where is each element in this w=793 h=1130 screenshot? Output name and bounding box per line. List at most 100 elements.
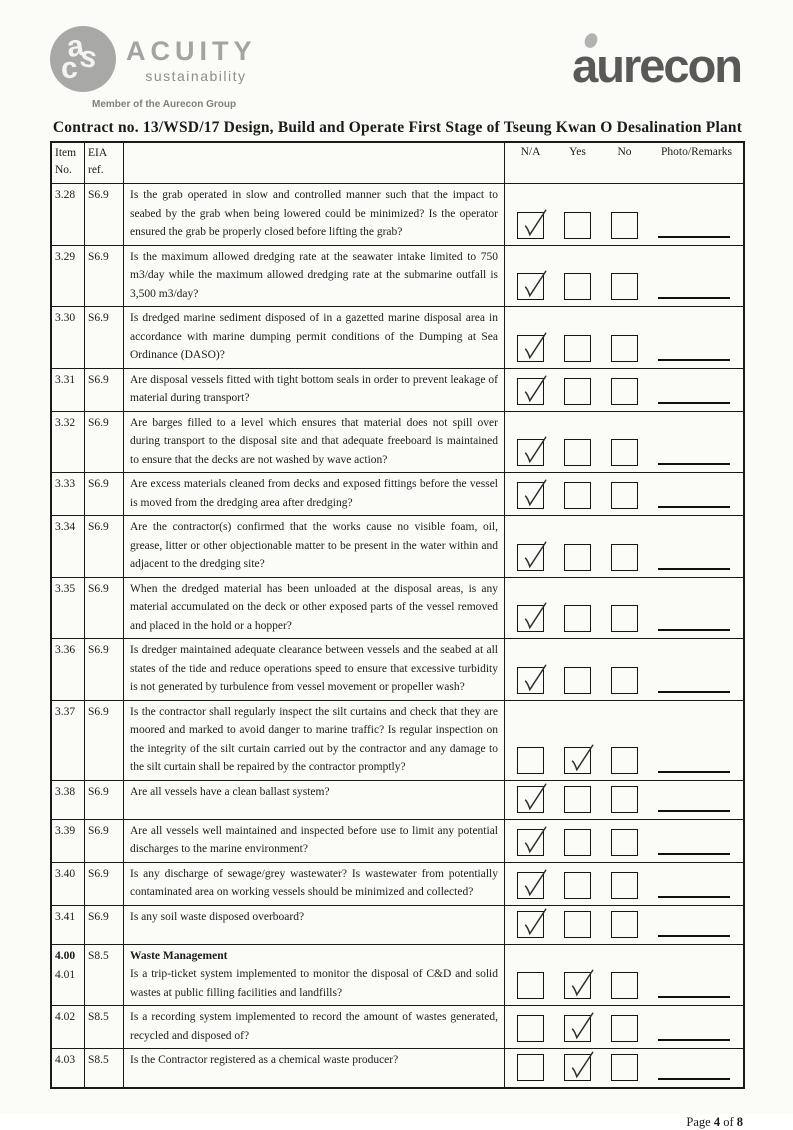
question-text: Are all vessels well maintained and insp… — [130, 824, 498, 856]
cell-question: Are the contractor(s) confirmed that the… — [124, 516, 505, 577]
cell-eia-ref: S8.5 — [85, 1006, 124, 1048]
checkbox-na[interactable] — [517, 972, 544, 999]
checkbox-no[interactable] — [611, 1054, 638, 1081]
aurecon-logo: aurecon — [572, 31, 743, 89]
checkbox-na[interactable] — [517, 541, 547, 571]
checkbox-no[interactable] — [611, 377, 638, 405]
page-label-of: of — [720, 1115, 737, 1129]
checkbox-na[interactable] — [517, 332, 547, 362]
checkbox-yes[interactable] — [564, 871, 591, 899]
checkbox-no[interactable] — [611, 605, 638, 632]
checkbox-no[interactable] — [611, 439, 638, 466]
checkbox-na[interactable] — [517, 209, 547, 239]
checkbox-no[interactable] — [611, 910, 638, 938]
item-number: 3.41 — [55, 910, 76, 923]
checkbox-na[interactable] — [517, 1054, 544, 1081]
check-icon — [571, 969, 594, 997]
cell-eia-ref: S8.5 — [85, 944, 124, 1005]
checkbox-yes[interactable] — [564, 273, 591, 300]
table-header-row: Item No. EIA ref. N/A Yes No Photo/Remar… — [52, 143, 743, 184]
eia-ref: S6.9 — [88, 189, 109, 201]
checkbox-yes[interactable] — [564, 828, 591, 856]
cell-eia-ref: S6.9 — [85, 245, 124, 306]
cell-question: Are excess materials cleaned from decks … — [124, 473, 505, 515]
checkbox-yes[interactable] — [564, 1012, 594, 1042]
checkbox-yes[interactable] — [564, 543, 591, 571]
check-icon — [524, 664, 547, 691]
cell-question: Is any discharge of sewage/grey wastewat… — [124, 862, 505, 905]
question-text: Are barges filled to a level which ensur… — [130, 416, 498, 466]
photo-remarks-line — [658, 934, 730, 937]
checkbox-yes[interactable] — [564, 482, 591, 509]
checkbox-no[interactable] — [611, 211, 638, 239]
item-number: 3.40 — [55, 867, 76, 880]
item-number: 4.03 — [55, 1054, 76, 1066]
cell-question: Is dredger maintained adequate clearance… — [124, 639, 505, 700]
checkbox-na[interactable] — [517, 664, 547, 694]
photo-remarks-line — [658, 463, 730, 465]
cell-item-no: 3.41 — [52, 905, 85, 944]
checkbox-yes[interactable] — [564, 785, 591, 813]
question-text: Is any discharge of sewage/grey wastewat… — [130, 867, 498, 899]
check-icon — [524, 436, 547, 464]
checkbox-na[interactable] — [517, 270, 547, 300]
checkbox-no[interactable] — [611, 785, 638, 813]
cell-answers — [505, 906, 743, 944]
checkbox-na[interactable] — [517, 783, 547, 813]
cell-question: Waste Management Is a trip-ticket system… — [124, 944, 505, 1005]
checkbox-na[interactable] — [517, 869, 547, 899]
eia-ref: S6.9 — [88, 416, 109, 429]
table-row: 3.34 S6.9 Are the contractor(s) confirme… — [52, 516, 743, 578]
checkbox-yes[interactable] — [564, 211, 591, 239]
logo-letter-s: s — [77, 39, 100, 76]
checkbox-no[interactable] — [611, 972, 638, 999]
item-number: 3.29 — [55, 250, 76, 263]
checkbox-yes[interactable] — [564, 1051, 594, 1081]
checkbox-yes[interactable] — [564, 377, 591, 405]
eia-ref: S6.9 — [88, 705, 109, 718]
checkbox-no[interactable] — [611, 828, 638, 856]
cell-eia-ref: S6.9 — [85, 639, 124, 700]
checkbox-na[interactable] — [517, 746, 544, 774]
photo-remarks-line — [658, 401, 730, 404]
photo-remarks-line — [658, 690, 730, 693]
checkbox-na[interactable] — [517, 1015, 544, 1042]
checkbox-yes[interactable] — [564, 666, 591, 694]
checkbox-no[interactable] — [611, 666, 638, 694]
cell-answers — [505, 473, 743, 515]
check-icon — [571, 1012, 594, 1040]
checkbox-yes[interactable] — [564, 910, 591, 938]
cell-answers — [505, 246, 743, 307]
check-icon — [524, 908, 547, 935]
checkbox-na[interactable] — [517, 375, 547, 405]
checkbox-na[interactable] — [517, 826, 547, 856]
photo-remarks-line — [658, 1039, 730, 1041]
table-row: 3.31 S6.9 Are disposal vessels fitted wi… — [52, 368, 743, 412]
checkbox-yes[interactable] — [564, 744, 594, 774]
checkbox-no[interactable] — [611, 871, 638, 899]
cell-eia-ref: S6.9 — [85, 780, 124, 819]
photo-remarks-line — [658, 629, 730, 631]
checkbox-na[interactable] — [517, 479, 547, 509]
table-row: 4.00 4.01 S8.5 Waste Management Is a tri… — [52, 944, 743, 1006]
checkbox-na[interactable] — [517, 436, 547, 466]
checkbox-yes[interactable] — [564, 605, 591, 632]
checkbox-na[interactable] — [517, 908, 547, 938]
check-icon — [524, 541, 547, 568]
checkbox-no[interactable] — [611, 746, 638, 774]
cell-item-no: 3.38 — [52, 780, 85, 819]
checkbox-no[interactable] — [611, 1015, 638, 1042]
checkbox-na[interactable] — [517, 602, 547, 632]
cell-question: Are all vessels well maintained and insp… — [124, 819, 505, 862]
checkbox-no[interactable] — [611, 543, 638, 571]
cell-question: When the dredged material has been unloa… — [124, 577, 505, 638]
checkbox-no[interactable] — [611, 482, 638, 509]
checkbox-yes[interactable] — [564, 969, 594, 999]
checkbox-no[interactable] — [611, 334, 638, 362]
checkbox-no[interactable] — [611, 273, 638, 300]
checkbox-yes[interactable] — [564, 334, 591, 362]
eia-ref: S6.9 — [88, 521, 109, 533]
cell-item-no: 4.03 — [52, 1049, 85, 1087]
checkbox-yes[interactable] — [564, 439, 591, 466]
item-number: 3.34 — [55, 521, 76, 533]
